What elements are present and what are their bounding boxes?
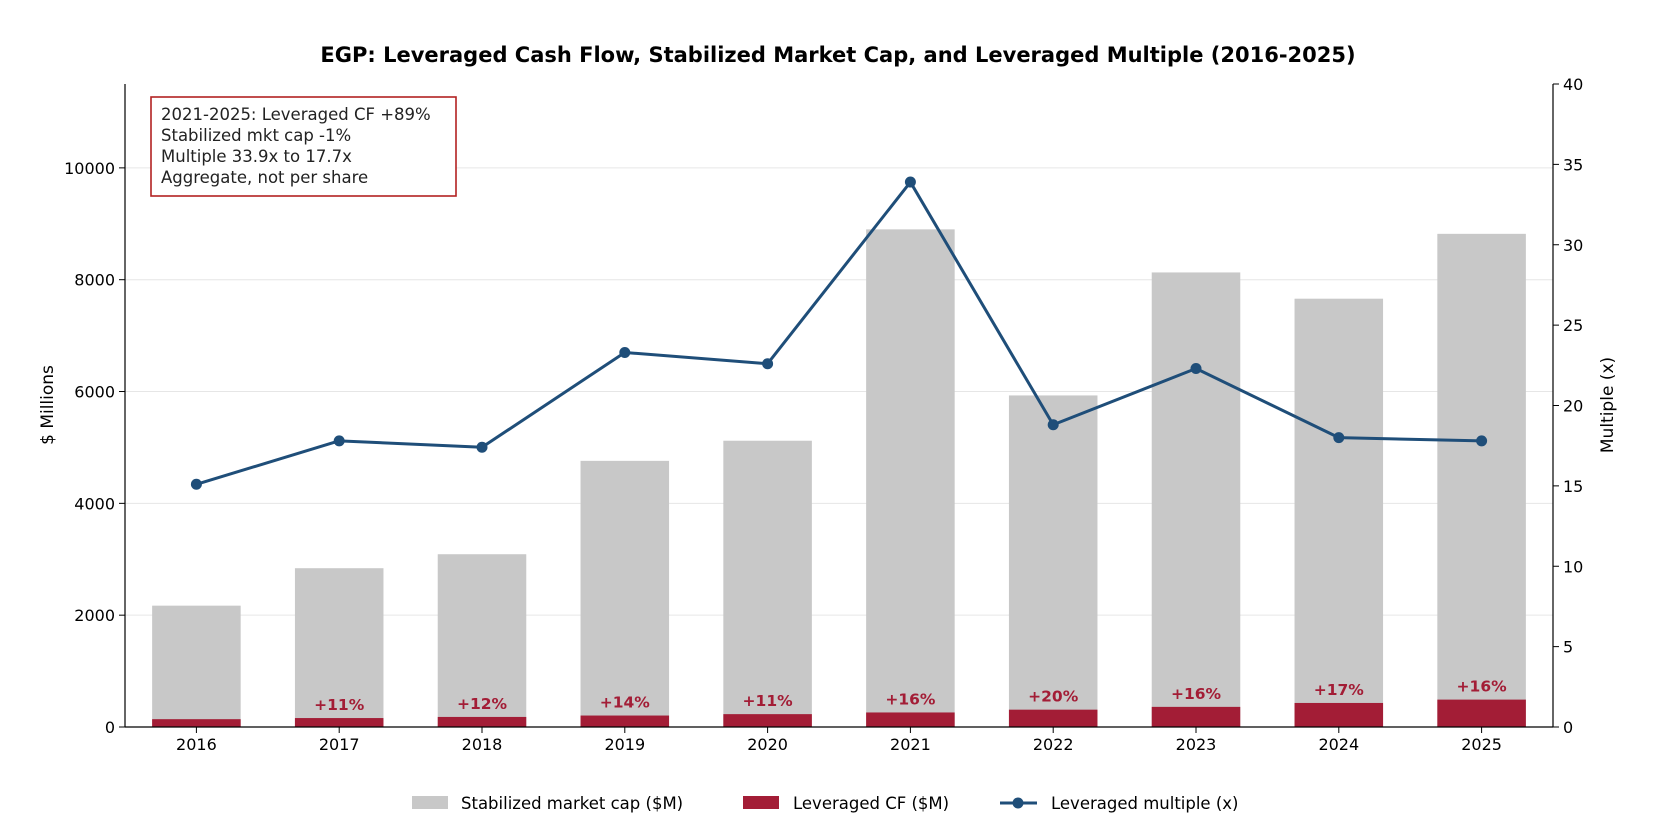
annotation-line: 2021-2025: Leveraged CF +89% [161,105,431,124]
annotation-line: Stabilized mkt cap -1% [161,126,351,145]
y2-tick-label: 5 [1563,638,1573,657]
leveraged-cf-bar [1294,702,1384,727]
legend-swatch-multiple-marker [1012,797,1024,809]
multiple-line-path [195,180,1482,486]
market-cap-bar [580,460,670,727]
annotation-line: Aggregate, not per share [161,168,368,187]
cf-growth-label: +16% [885,690,936,708]
leveraged-cf-bar [437,716,527,727]
y2-tick-label: 15 [1563,477,1583,496]
y2-tick-label: 40 [1563,75,1583,94]
multiple-point [619,346,631,358]
y-tick-label: 4000 [74,494,115,513]
leveraged-cf-bar [152,719,241,727]
cf-growth-label: +20% [1028,688,1079,706]
multiple-point [1476,435,1488,447]
legend-label-market-cap: Stabilized market cap ($M) [461,794,683,813]
y2-axis-label: Multiple (x) [1598,357,1618,453]
cf-growth-label: +16% [1171,685,1222,703]
market-cap-bar [1294,298,1384,727]
multiple-point [1190,363,1202,375]
legend: Stabilized market cap ($M) Leveraged CF … [412,794,1238,813]
multiple-point [1333,432,1345,444]
leveraged-cf-bars [152,699,1526,727]
y2-tick-label: 0 [1563,718,1573,737]
cf-growth-labels: +11% +12% +14% +11% +16% +20% +16% +17% +16% [314,678,1507,714]
multiple-line [190,176,1488,490]
cf-growth-label: +17% [1314,681,1365,699]
y-tick-labels: 0 2000 4000 6000 8000 10000 [64,159,115,737]
cf-growth-label: +14% [600,694,651,712]
y2-tick-label: 20 [1563,397,1583,416]
x-tick-label: 2020 [747,735,788,754]
x-tick-label: 2016 [176,735,217,754]
multiple-point [904,176,916,188]
leveraged-cf-bar [723,714,812,727]
y-tick-label: 2000 [74,606,115,625]
y-tick-label: 6000 [74,383,115,402]
cf-growth-label: +11% [743,692,794,710]
legend-label-leveraged-cf: Leveraged CF ($M) [793,794,949,813]
market-cap-bars [152,229,1526,728]
multiple-point [1047,419,1059,431]
leveraged-cf-bar [1151,706,1241,727]
y2-tick-label: 35 [1563,155,1583,174]
leveraged-cf-bar [580,715,670,727]
leveraged-cf-bar [1008,709,1098,727]
annotation-line: Multiple 33.9x to 17.7x [161,147,352,166]
x-tick-label: 2018 [462,735,503,754]
x-tick-label: 2019 [604,735,645,754]
x-tick-label: 2017 [319,735,360,754]
leveraged-cf-bar [1437,699,1526,727]
y2-tick-label: 30 [1563,236,1583,255]
y-axis-label: $ Millions [38,365,58,445]
chart-title: EGP: Leveraged Cash Flow, Stabilized Mar… [320,43,1355,67]
market-cap-bar [723,440,812,727]
market-cap-bar [1008,395,1098,727]
market-cap-bar [866,229,955,728]
leveraged-cf-bar [866,712,955,727]
axes [119,83,1559,733]
multiple-point [476,441,488,453]
multiple-point [333,435,345,447]
y-tick-label: 8000 [74,271,115,290]
multiple-point [762,358,774,370]
y2-tick-labels: 0 5 10 15 20 25 30 35 40 [1563,75,1583,737]
x-tick-labels: 2016 2017 2018 2019 2020 2021 2022 2023 2024 2025 [176,735,1502,754]
annotation-box: 2021-2025: Leveraged CF +89% Stabilized … [150,96,457,197]
market-cap-bar [1151,272,1241,727]
market-cap-bar [437,554,527,727]
legend-label-multiple: Leveraged multiple (x) [1051,794,1238,813]
cf-growth-label: +11% [314,696,365,714]
market-cap-bar [294,568,384,727]
x-tick-label: 2022 [1033,735,1074,754]
x-tick-label: 2021 [890,735,931,754]
cf-growth-label: +12% [457,695,508,713]
x-tick-label: 2024 [1318,735,1359,754]
market-cap-bar [152,605,241,727]
y2-tick-label: 25 [1563,316,1583,335]
market-cap-bar [1437,233,1526,727]
cf-growth-label: +16% [1457,678,1508,696]
y-tick-label: 10000 [64,159,115,178]
legend-swatch-market-cap [412,796,448,809]
y-tick-label: 0 [105,718,115,737]
legend-swatch-leveraged-cf [743,796,779,809]
y2-tick-label: 10 [1563,557,1583,576]
x-tick-label: 2023 [1176,735,1217,754]
multiple-point [190,478,202,490]
x-tick-label: 2025 [1461,735,1502,754]
leveraged-cf-bar [294,718,384,727]
